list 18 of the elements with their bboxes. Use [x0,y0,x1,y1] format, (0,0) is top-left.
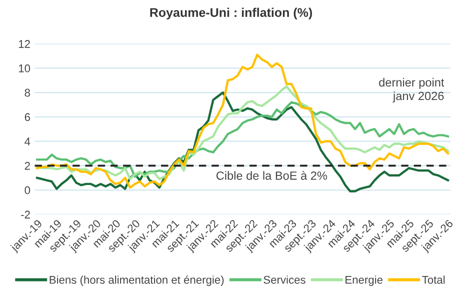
line-series [36,54,450,189]
y-tick-label: 8 [24,88,30,97]
y-tick-label: 10 [18,64,30,72]
y-tick-label: 4 [24,138,30,146]
legend-label: Biens (hors alimentation et énergie) [50,275,224,286]
annotation: dernier point janv 2026 [379,78,444,102]
legend-label: Energie [346,276,382,286]
y-tick-label: 6 [24,113,30,122]
y-tick-label: 0 [24,186,30,194]
line-series [36,91,450,192]
y-tick-label: 2 [24,162,30,170]
y-tick-label: -2 [21,210,30,218]
legend-label: Services [264,276,306,284]
line-series [36,101,450,178]
chart-title: Royaume-Uni : inflation (%) [150,8,312,20]
y-tick-label: 12 [18,40,30,48]
ref-line-label: Cible de la BoE à 2% [216,171,328,180]
legend-label: Total [422,276,445,284]
